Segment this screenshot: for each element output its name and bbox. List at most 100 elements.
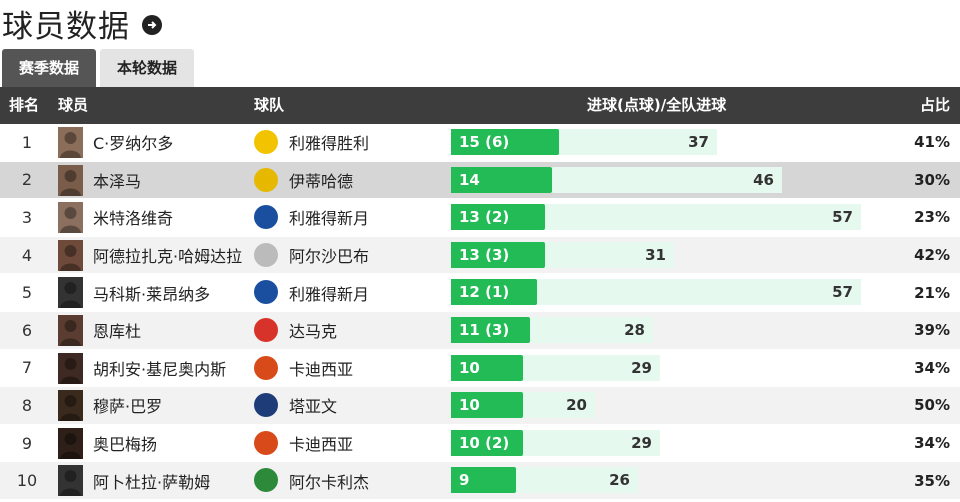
player-goals-label: 12 (1) [459,283,510,302]
table-row[interactable]: 5 马科斯·莱昂纳多 利雅得新月 12 (1) 57 21% [0,274,960,312]
player-name[interactable]: 阿卜杜拉·萨勒姆 [93,472,211,492]
team-goals-label: 57 [832,208,853,227]
player-name[interactable]: C·罗纳尔多 [93,134,174,154]
player-goals-label: 13 (2) [459,208,510,227]
team-name[interactable]: 卡迪西亚 [289,435,354,455]
player-goals-label: 14 [459,170,480,189]
rank-cell: 6 [21,320,33,340]
player-goals-bar [451,392,523,419]
team-goals-label: 29 [631,433,652,452]
player-name[interactable]: 米特洛维奇 [93,209,174,229]
avatar[interactable] [58,427,83,459]
goal-ratio: 42% [914,246,950,265]
goal-ratio: 50% [914,396,950,415]
team-goals-label: 31 [645,245,666,264]
rank-cell: 10 [16,471,38,491]
table-row[interactable]: 3 米特洛维奇 利雅得新月 13 (2) 57 23% [0,199,960,237]
col-team-header[interactable]: 球队 [254,96,285,114]
team-name[interactable]: 卡迪西亚 [289,359,354,379]
team-name[interactable]: 利雅得胜利 [289,134,370,154]
team-badge-icon [254,393,278,418]
player-goals-label: 13 (3) [459,245,510,264]
team-name[interactable]: 达马克 [289,322,338,342]
table-row[interactable]: 2 本泽马 伊蒂哈德 14 46 30% [0,161,960,200]
avatar[interactable] [58,314,83,346]
team-name[interactable]: 伊蒂哈德 [289,171,354,191]
goal-ratio: 34% [914,434,950,453]
goal-ratio: 41% [914,133,950,152]
col-ratio-header[interactable]: 占比 [919,96,950,114]
team-badge-icon [254,130,278,154]
goal-ratio: 23% [914,208,950,227]
table-row[interactable]: 7 胡利安·基尼奥内斯 卡迪西亚 10 29 34% [0,350,960,388]
player-goals-bar [451,204,545,231]
avatar[interactable] [58,127,83,158]
player-goals-label: 15 (6) [459,133,510,151]
player-name[interactable]: 穆萨·巴罗 [93,397,163,417]
player-goals-bar [451,354,523,381]
tab-bar: 赛季数据 本轮数据 [2,49,198,87]
table-body: 1 C·罗纳尔多 利雅得胜利 15 (6) 37 41% 2 本泽马 伊蒂哈德 … [0,124,960,500]
team-name[interactable]: 塔亚文 [289,397,338,417]
page-title: 球员数据 [2,8,130,45]
col-player-header[interactable]: 球员 [58,96,89,114]
table-row[interactable]: 4 阿德拉扎克·哈姆达拉 阿尔沙巴布 13 (3) 31 42% [0,236,960,275]
rank-cell: 8 [21,395,33,415]
avatar[interactable] [58,164,83,196]
rank-cell: 3 [21,207,33,227]
avatar[interactable] [58,239,83,271]
player-goals-bar [451,166,552,193]
team-name[interactable]: 利雅得新月 [289,209,370,229]
avatar[interactable] [58,390,83,422]
player-name[interactable]: 胡利安·基尼奥内斯 [93,359,227,379]
player-goals-bar [451,467,516,494]
team-name[interactable]: 阿尔沙巴布 [289,247,370,267]
avatar[interactable] [58,277,83,309]
rank-cell: 2 [21,170,33,190]
player-goals-bar [451,241,545,268]
player-name[interactable]: 本泽马 [93,171,142,191]
team-badge-icon [254,468,278,493]
tab-round-stats[interactable]: 本轮数据 [100,49,195,87]
team-badge-icon [254,167,278,192]
team-goals-label: 57 [832,283,853,302]
rank-cell: 7 [21,358,33,378]
team-goals-label: 28 [624,320,645,339]
rank-cell: 5 [21,283,33,303]
table-row[interactable]: 9 奥巴梅扬 卡迪西亚 10 (2) 29 34% [0,425,960,463]
player-goals-bar [451,429,523,456]
player-name[interactable]: 马科斯·莱昂纳多 [93,284,211,304]
player-name[interactable]: 奥巴梅扬 [93,435,158,455]
player-name[interactable]: 恩库杜 [93,322,142,342]
player-goals-bar [451,279,537,306]
avatar[interactable] [58,352,83,384]
goal-ratio: 21% [914,283,950,302]
goal-ratio: 34% [914,358,950,377]
team-goals-label: 37 [688,133,709,151]
table-row[interactable]: 1 C·罗纳尔多 利雅得胜利 15 (6) 37 41% [0,124,960,162]
circle-arrow-right-icon[interactable] [142,15,162,35]
col-rank-header[interactable]: 排名 [9,96,40,114]
team-name[interactable]: 利雅得新月 [289,284,370,304]
avatar[interactable] [58,465,83,497]
tab-season-stats[interactable]: 赛季数据 [2,49,97,87]
col-goals-header[interactable]: 进球(点球)/全队进球 [587,96,727,114]
player-goals-bar [451,129,559,155]
title-row: 球员数据 [2,0,162,46]
team-goals-label: 26 [609,471,630,490]
player-goals-label: 10 [459,396,480,415]
goal-ratio: 39% [914,321,950,340]
avatar[interactable] [58,202,83,234]
team-badge-icon [254,205,278,230]
table-row[interactable]: 10 阿卜杜拉·萨勒姆 阿尔卡利杰 9 26 35% [0,462,960,500]
rank-cell: 4 [21,245,33,265]
goal-ratio: 30% [914,170,950,189]
goal-ratio: 35% [914,471,950,490]
team-badge-icon [254,242,278,267]
team-badge-icon [254,430,278,455]
table-header: 排名 球员 球队 进球(点球)/全队进球 占比 [0,87,960,124]
player-name[interactable]: 阿德拉扎克·哈姆达拉 [93,247,243,267]
table-row[interactable]: 6 恩库杜 达马克 11 (3) 28 39% [0,311,960,350]
team-name[interactable]: 阿尔卡利杰 [289,472,370,492]
table-row[interactable]: 8 穆萨·巴罗 塔亚文 10 20 50% [0,387,960,425]
